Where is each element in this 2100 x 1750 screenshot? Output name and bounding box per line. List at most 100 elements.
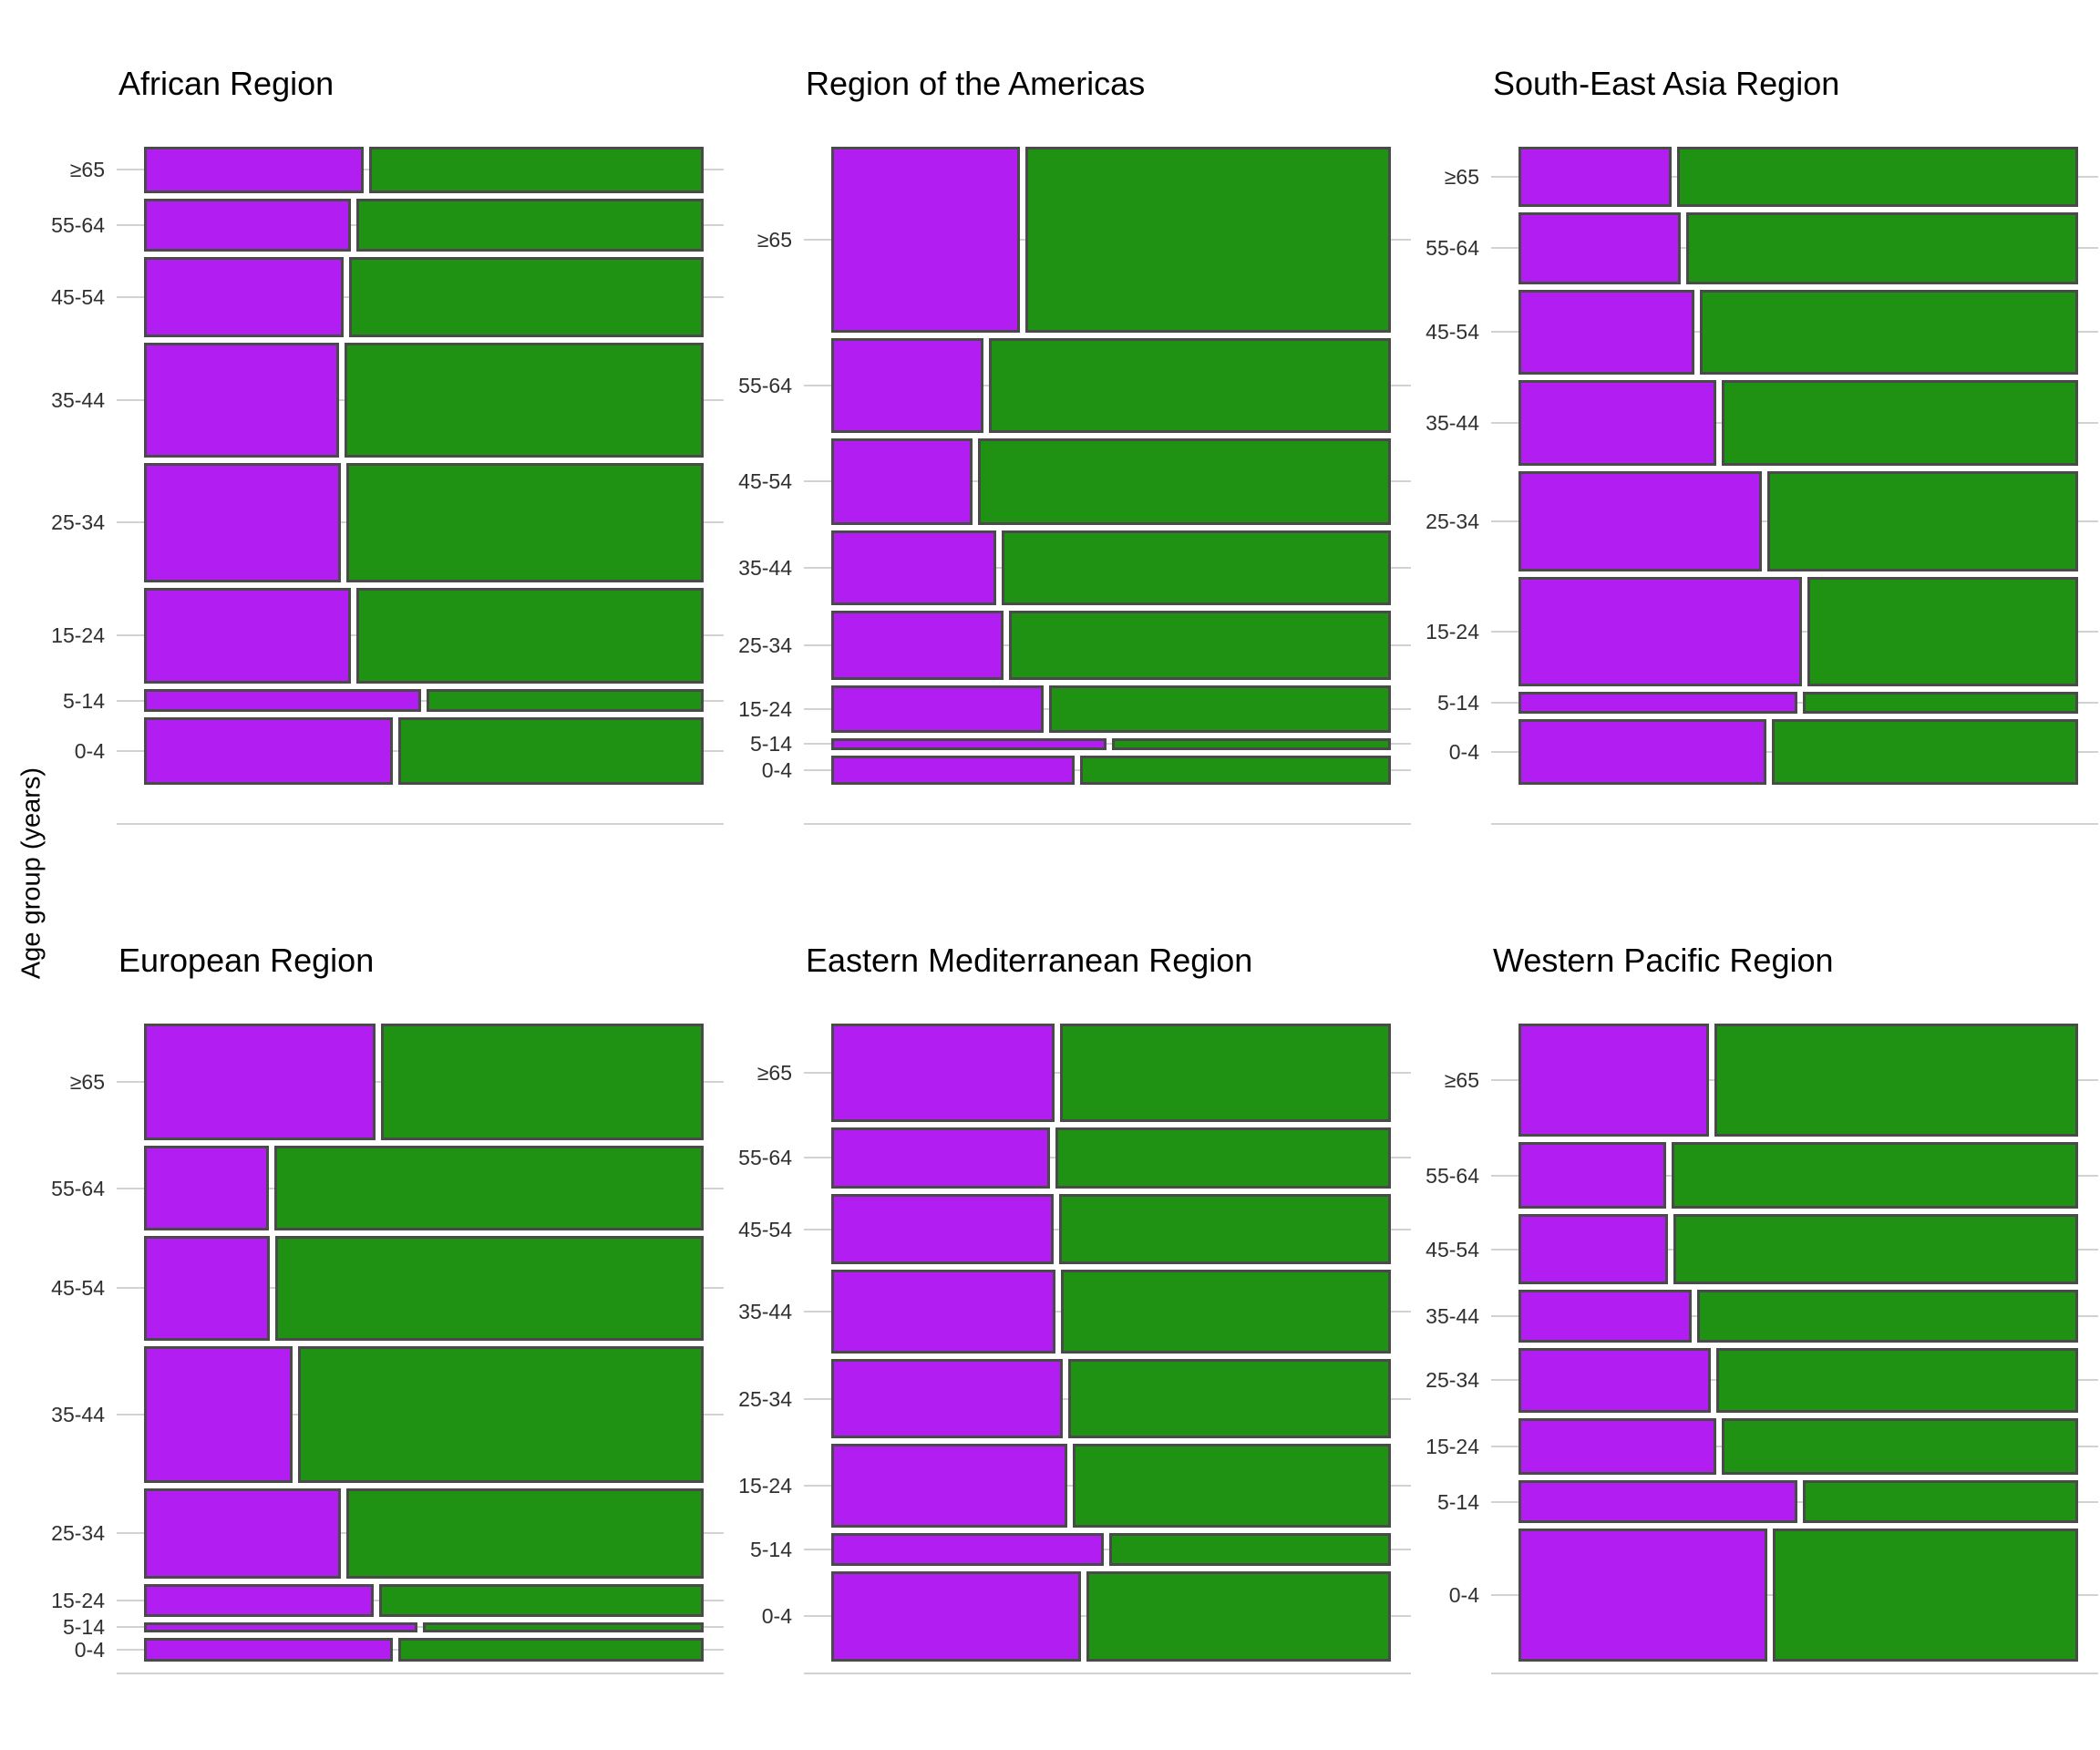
mosaic-row	[144, 198, 704, 252]
left-purple-segment	[1518, 1348, 1712, 1413]
mosaic-row	[831, 1024, 1391, 1122]
mosaic-row	[1518, 718, 2078, 785]
left-purple-segment	[1518, 1528, 1768, 1662]
mosaic-row	[1518, 470, 2078, 571]
right-green-segment	[1673, 1214, 2078, 1284]
y-axis-tick-label: 35-44	[1426, 1304, 1479, 1328]
y-axis-tick-label: 15-24	[51, 1589, 105, 1613]
y-axis-tick-label: 25-34	[1426, 509, 1479, 533]
left-purple-segment	[1518, 211, 1682, 284]
left-purple-segment	[831, 610, 1004, 680]
mosaic-row	[1518, 1348, 2078, 1413]
left-purple-segment	[144, 1637, 393, 1662]
mosaic-row	[1518, 289, 2078, 375]
right-green-segment	[1803, 692, 2078, 714]
gridline	[117, 1626, 724, 1629]
mosaic-row	[1518, 1528, 2078, 1662]
right-green-segment	[355, 587, 704, 685]
left-purple-segment	[831, 1444, 1068, 1529]
x-axis-baseline	[1491, 1673, 2098, 1674]
right-green-segment	[1061, 1270, 1391, 1354]
right-green-segment	[1699, 289, 2078, 375]
left-purple-segment	[831, 1127, 1050, 1189]
y-axis-tick-label: 35-44	[738, 1300, 792, 1324]
panel-title: European Region	[118, 942, 375, 979]
y-axis-tick-label: 55-64	[1426, 1163, 1479, 1188]
right-green-segment	[397, 717, 704, 785]
mosaic-row	[1518, 1417, 2078, 1476]
y-axis-tick-label: 25-34	[738, 1386, 792, 1411]
right-green-segment	[349, 257, 704, 337]
right-green-segment	[978, 438, 1391, 526]
right-green-segment	[1676, 147, 2078, 207]
right-green-segment	[1802, 1480, 2078, 1523]
right-green-segment	[298, 1345, 704, 1483]
y-axis-tick-label: 45-54	[738, 1217, 792, 1241]
left-purple-segment	[144, 198, 352, 252]
panel-african-region: African Region ≥65 55-64 45-54 35-44 25-34 15-…	[51, 65, 724, 825]
mosaic-row	[144, 689, 704, 713]
y-axis-tick-label: 15-24	[1426, 1434, 1479, 1458]
right-green-segment	[356, 198, 704, 252]
y-axis-tick-label: 5-14	[749, 1537, 792, 1561]
y-axis-tick-label: 45-54	[51, 1276, 105, 1301]
mosaic-row	[144, 1622, 704, 1632]
right-green-segment	[1080, 755, 1391, 785]
right-green-segment	[345, 342, 704, 458]
left-purple-segment	[831, 1570, 1081, 1662]
mosaic-row	[1518, 379, 2078, 466]
left-purple-segment	[1518, 576, 1802, 687]
right-green-segment	[273, 1146, 704, 1230]
mosaic-row	[144, 147, 704, 193]
y-axis-tick-label: ≥65	[1444, 164, 1479, 189]
y-axis-tick-label: ≥65	[1444, 1068, 1479, 1093]
mosaic-row	[1518, 147, 2078, 207]
left-purple-segment	[144, 1584, 375, 1618]
left-purple-segment	[144, 463, 341, 582]
mosaic-row	[1518, 1024, 2078, 1138]
left-purple-segment	[144, 717, 393, 785]
mosaic-row	[831, 1270, 1391, 1354]
left-purple-segment	[831, 1193, 1054, 1265]
y-axis-tick-label: 5-14	[1436, 1489, 1479, 1514]
left-purple-segment	[831, 1270, 1056, 1354]
right-green-segment	[1671, 1142, 2078, 1210]
mosaic-row	[831, 1193, 1391, 1265]
y-axis-tick-label: ≥65	[757, 228, 792, 252]
left-purple-segment	[1518, 289, 1694, 375]
mosaic-row	[144, 1235, 704, 1341]
left-purple-segment	[144, 1488, 341, 1580]
left-purple-segment	[831, 755, 1076, 785]
left-purple-segment	[1518, 470, 1763, 571]
right-green-segment	[1024, 147, 1391, 334]
mosaic-row	[1518, 576, 2078, 687]
y-axis-tick-label: 55-64	[738, 1146, 792, 1170]
y-axis-tick-label: 0-4	[1448, 739, 1479, 764]
mosaic-row	[1518, 1480, 2078, 1523]
y-axis-tick-label: 25-34	[1426, 1368, 1479, 1393]
mosaic-row	[1518, 1214, 2078, 1284]
left-purple-segment	[831, 1358, 1064, 1439]
x-axis-baseline	[117, 1673, 724, 1674]
mosaic-row	[144, 1637, 704, 1662]
panel-european-region: European Region ≥65 55-64 45-54 35-44 25-34 15…	[51, 942, 724, 1674]
gridline	[804, 743, 1411, 746]
y-axis-tick-label: ≥65	[69, 1070, 105, 1095]
right-green-segment	[381, 1024, 704, 1141]
left-purple-segment	[144, 1345, 293, 1483]
right-green-segment	[1773, 1528, 2078, 1662]
right-green-segment	[1058, 1193, 1391, 1265]
y-axis-tick-label: 0-4	[74, 739, 105, 764]
x-axis-baseline	[1491, 823, 2098, 825]
left-purple-segment	[1518, 379, 1717, 466]
mosaic-row	[144, 1146, 704, 1230]
y-axis-tick-label: 25-34	[51, 1521, 105, 1546]
mosaic-row	[144, 587, 704, 685]
y-axis-tick-label: 55-64	[51, 212, 105, 237]
right-green-segment	[427, 689, 704, 713]
right-green-segment	[1008, 610, 1391, 680]
right-green-segment	[989, 338, 1391, 433]
right-green-segment	[1109, 1533, 1391, 1566]
panel-title: Region of the Americas	[806, 65, 1146, 102]
y-axis-tick-label: 55-64	[1426, 236, 1479, 261]
